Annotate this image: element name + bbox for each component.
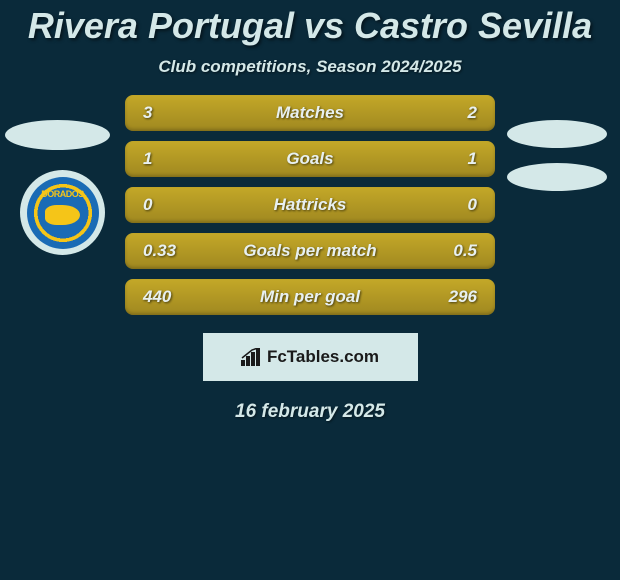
subtitle: Club competitions, Season 2024/2025 [0,57,620,77]
stat-bar: 1 Goals 1 [125,141,495,177]
stat-label: Matches [193,103,427,123]
stat-left-value: 1 [143,149,193,169]
logo-text: DORADOS [41,189,84,199]
stat-right-value: 296 [427,287,477,307]
stat-label: Goals [193,149,427,169]
chart-icon [241,348,263,366]
ellipse-right-1 [507,120,607,148]
left-decorations: DORADOS [5,120,120,255]
footer-badge[interactable]: FcTables.com [203,333,418,381]
logo-inner: DORADOS [27,177,99,249]
stat-left-value: 440 [143,287,193,307]
stat-right-value: 0 [427,195,477,215]
team-logo: DORADOS [20,170,105,255]
stat-left-value: 0 [143,195,193,215]
stat-bar: 440 Min per goal 296 [125,279,495,315]
stat-bar: 0 Hattricks 0 [125,187,495,223]
stat-left-value: 3 [143,103,193,123]
right-decorations [507,120,612,206]
stat-right-value: 2 [427,103,477,123]
ellipse-left [5,120,110,150]
stat-bar: 3 Matches 2 [125,95,495,131]
page-title: Rivera Portugal vs Castro Sevilla [0,5,620,47]
stat-left-value: 0.33 [143,241,193,261]
ellipse-right-2 [507,163,607,191]
stats-area: 3 Matches 2 1 Goals 1 0 Hattricks 0 0.33… [125,95,495,315]
stat-right-value: 0.5 [427,241,477,261]
stat-bar: 0.33 Goals per match 0.5 [125,233,495,269]
main-container: Rivera Portugal vs Castro Sevilla Club c… [0,0,620,580]
stat-label: Hattricks [193,195,427,215]
logo-fish-icon [45,205,80,225]
stat-right-value: 1 [427,149,477,169]
footer-text: FcTables.com [267,347,379,367]
stat-label: Min per goal [193,287,427,307]
date-text: 16 february 2025 [0,401,620,423]
stat-label: Goals per match [193,241,427,261]
